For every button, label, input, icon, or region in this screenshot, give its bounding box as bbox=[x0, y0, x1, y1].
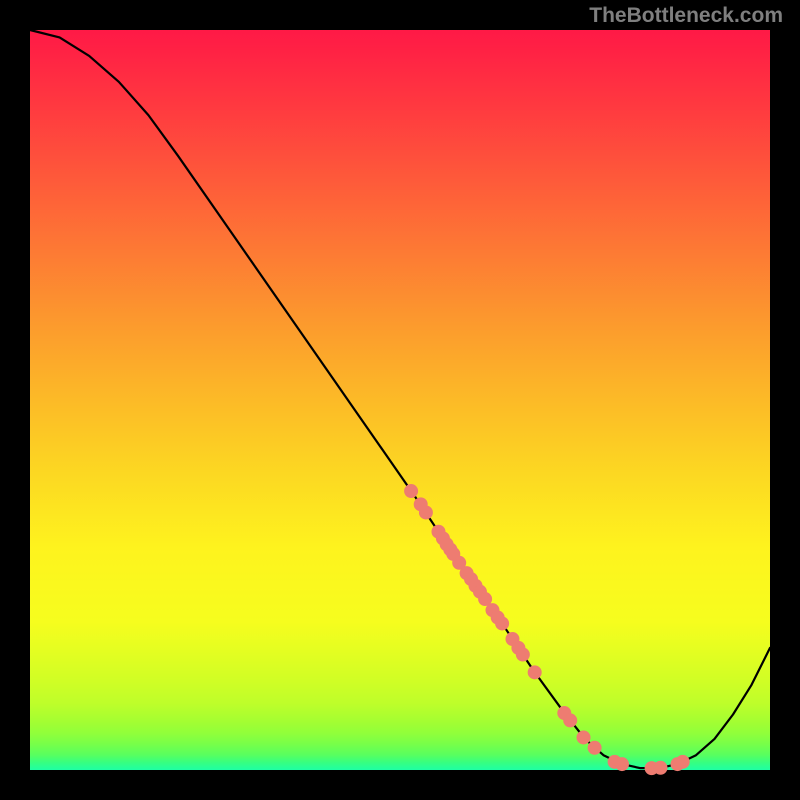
data-marker bbox=[479, 593, 492, 606]
data-marker bbox=[577, 731, 590, 744]
gradient-background bbox=[30, 30, 770, 770]
data-marker bbox=[654, 761, 667, 774]
data-marker bbox=[528, 666, 541, 679]
data-marker bbox=[588, 741, 601, 754]
data-marker bbox=[496, 617, 509, 630]
chart-container: TheBottleneck.com bbox=[0, 0, 800, 800]
plot-svg bbox=[0, 0, 800, 800]
watermark-text: TheBottleneck.com bbox=[589, 4, 783, 28]
data-marker bbox=[676, 755, 689, 768]
data-marker bbox=[419, 506, 432, 519]
data-marker bbox=[516, 648, 529, 661]
data-marker bbox=[564, 714, 577, 727]
data-marker bbox=[405, 485, 418, 498]
data-marker bbox=[616, 758, 629, 771]
